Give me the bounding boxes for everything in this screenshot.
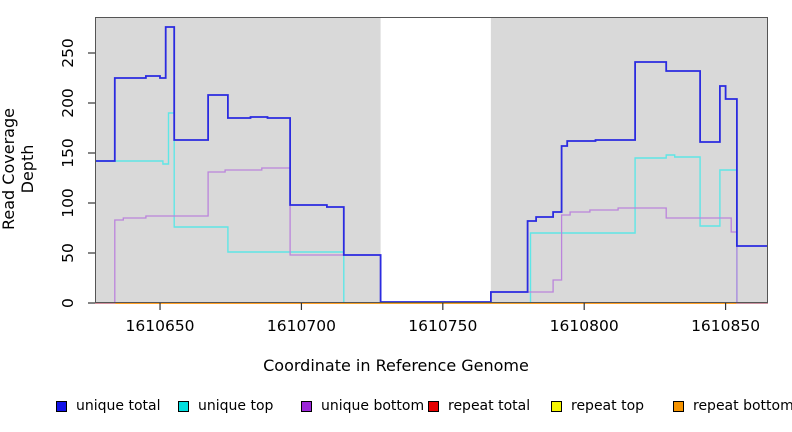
x-axis-tick-label: 1610800: [550, 317, 619, 335]
legend-item-unique-bottom: unique bottom: [301, 395, 424, 417]
legend-label-repeat-top: repeat top: [571, 398, 645, 414]
legend-swatch-unique-total: [56, 400, 67, 412]
y-axis-tick-label: 50: [59, 243, 77, 263]
x-axis-tick-label: 1610750: [408, 317, 477, 335]
y-axis-title: Read Coverage Depth: [0, 108, 37, 230]
plot-border: [95, 17, 768, 303]
y-axis-tick-label: 150: [59, 138, 77, 168]
x-axis-tick-label: 1610850: [691, 317, 760, 335]
legend-label-unique-top: unique top: [198, 398, 274, 414]
x-axis-title: Coordinate in Reference Genome: [263, 356, 529, 375]
legend-item-repeat-bottom: repeat bottom: [673, 395, 792, 417]
legend-swatch-unique-bottom: [301, 400, 312, 412]
legend-label-repeat-bottom: repeat bottom: [693, 398, 792, 414]
legend-swatch-repeat-bottom: [673, 400, 684, 412]
y-axis-tick-label: 100: [59, 188, 77, 218]
y-axis-tick-label: 200: [59, 88, 77, 118]
legend-swatch-unique-top: [178, 400, 189, 412]
legend-item-repeat-total: repeat total: [428, 395, 530, 417]
legend-item-unique-top: unique top: [178, 395, 273, 417]
legend-swatch-repeat-total: [428, 400, 439, 412]
legend-swatch-repeat-top: [551, 400, 562, 412]
legend-label-unique-bottom: unique bottom: [321, 398, 425, 414]
legend-item-repeat-top: repeat top: [551, 395, 644, 417]
series-line-unique-top: [95, 112, 768, 304]
y-axis-tick-label: 0: [59, 298, 77, 308]
x-axis-tick-label: 1610700: [267, 317, 336, 335]
y-axis-tick-label: 250: [59, 38, 77, 68]
legend-label-unique-total: unique total: [76, 398, 161, 414]
plot-legend: unique total unique top unique bottom repea…: [0, 395, 792, 419]
legend-item-unique-total: unique total: [56, 395, 160, 417]
masked-gap-region: [380, 17, 491, 303]
x-axis-tick-label: 1610650: [126, 317, 195, 335]
legend-label-repeat-total: repeat total: [448, 398, 531, 414]
